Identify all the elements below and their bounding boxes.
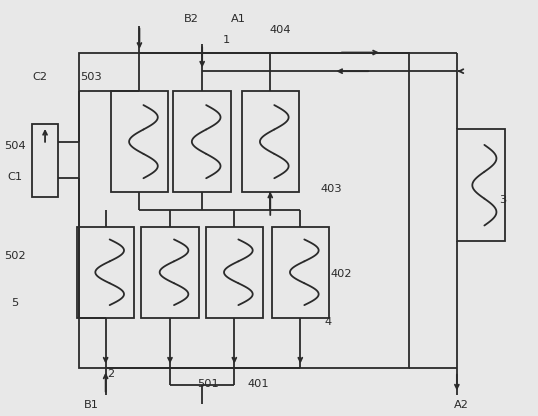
Bar [79, 52, 409, 368]
Text: 503: 503 [80, 72, 102, 82]
Bar [32, 124, 58, 197]
Bar [111, 91, 168, 193]
Bar [457, 129, 505, 241]
Text: B2: B2 [184, 14, 199, 25]
Bar [141, 227, 199, 318]
Bar [272, 227, 329, 318]
Text: C2: C2 [32, 72, 47, 82]
Text: B1: B1 [84, 400, 98, 410]
Text: 502: 502 [4, 251, 25, 261]
Text: 501: 501 [197, 379, 218, 389]
Bar [206, 227, 263, 318]
Text: 5: 5 [11, 298, 18, 308]
Text: A1: A1 [231, 14, 246, 25]
Text: 1: 1 [223, 35, 230, 45]
Text: 4: 4 [324, 317, 332, 327]
Bar [77, 227, 134, 318]
Text: C1: C1 [7, 172, 22, 182]
Text: 403: 403 [320, 184, 342, 194]
Text: 402: 402 [331, 269, 352, 279]
Text: 401: 401 [247, 379, 270, 389]
Text: 404: 404 [269, 25, 291, 35]
Text: 504: 504 [4, 141, 25, 151]
Text: A2: A2 [454, 400, 469, 410]
Text: 3: 3 [499, 195, 506, 205]
Bar [242, 91, 299, 193]
Bar [173, 91, 231, 193]
Text: 2: 2 [108, 369, 115, 379]
